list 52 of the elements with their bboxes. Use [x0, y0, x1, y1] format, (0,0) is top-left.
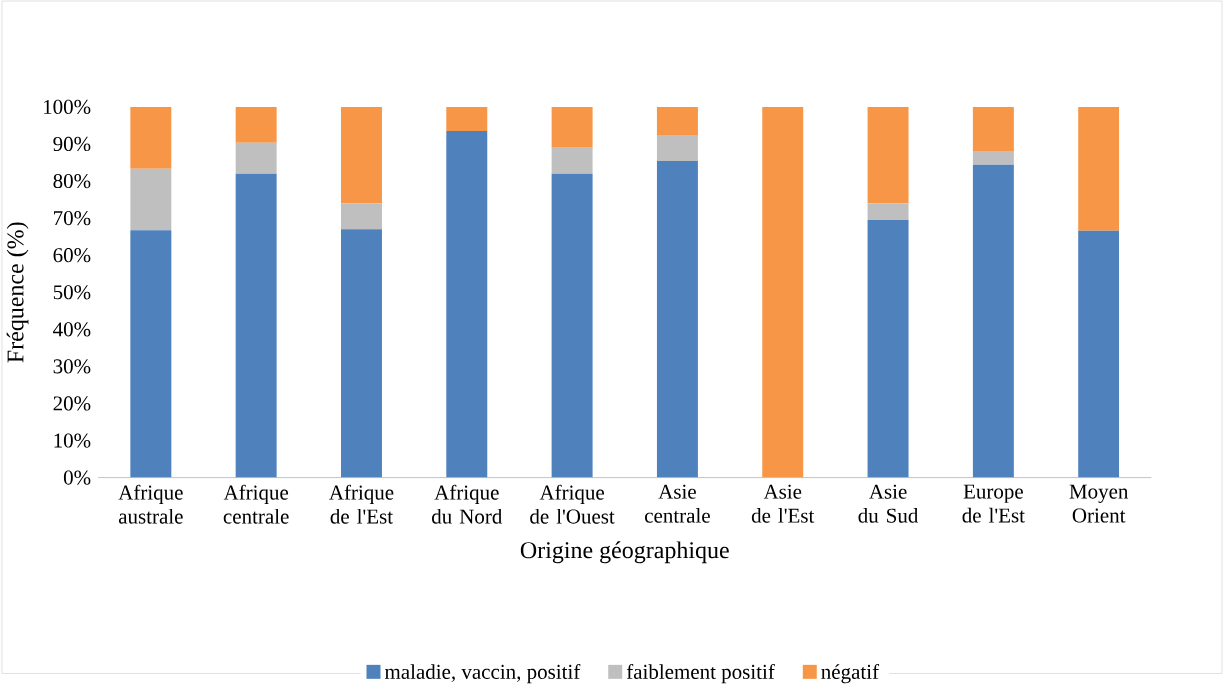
y-tick-label: 10% — [54, 433, 91, 448]
bar — [972, 164, 1014, 478]
bar — [867, 220, 909, 478]
y-tick-label: 90% — [53, 137, 91, 152]
bar — [656, 135, 698, 162]
bar — [235, 107, 277, 144]
y-tick-label: 60% — [53, 248, 91, 263]
legend-label: maladie, vaccin, positif — [384, 664, 581, 684]
x-tick-label: Asie de l'Est — [751, 484, 815, 523]
bar — [130, 107, 172, 169]
y-tick-label: 70% — [54, 211, 91, 226]
legend-label: faiblement positif — [626, 664, 775, 684]
bar — [972, 107, 1014, 152]
bar — [551, 107, 593, 148]
x-tick-label: Europe de l'Est — [962, 484, 1025, 523]
y-tick-label: 80% — [53, 174, 91, 189]
bar — [551, 173, 593, 478]
bar — [446, 131, 488, 478]
bar — [656, 107, 698, 136]
bar — [235, 173, 277, 478]
x-tick-label: Afrique australe — [118, 484, 183, 524]
y-tick-label: 40% — [53, 322, 91, 337]
y-tick-label: 30% — [53, 359, 91, 374]
y-axis-title: Fréquence (%) — [6, 222, 29, 363]
bar — [762, 107, 804, 478]
y-tick-label: 50% — [53, 285, 91, 300]
x-tick-label: Afrique de l'Est — [329, 484, 394, 524]
bar — [867, 203, 909, 221]
bar — [972, 151, 1014, 165]
bar — [551, 147, 593, 174]
x-tick-label: Afrique centrale — [223, 484, 289, 524]
y-tick-label: 100% — [44, 99, 91, 115]
x-tick-label: Asie centrale — [645, 484, 710, 523]
bar — [130, 168, 172, 231]
bar — [1078, 107, 1120, 231]
y-tick-label: 20% — [53, 396, 91, 411]
x-tick-label: Asie du Sud — [858, 484, 919, 523]
bar — [867, 107, 909, 204]
bar — [340, 229, 382, 478]
bar — [656, 161, 698, 478]
bar — [130, 230, 172, 478]
x-axis-title: Origine géographique — [520, 541, 729, 564]
x-tick-label: Moyen Orient — [1069, 484, 1129, 523]
x-tick-label: Afrique du Nord — [431, 484, 503, 524]
bar — [235, 143, 277, 174]
bar — [340, 203, 382, 230]
legend-label: négatif — [821, 664, 880, 684]
y-tick-label: 0% — [63, 470, 91, 485]
bar — [340, 107, 382, 204]
bar — [1078, 230, 1120, 478]
x-tick-label: Afrique de l'Ouest — [530, 484, 615, 524]
bar — [446, 107, 488, 132]
